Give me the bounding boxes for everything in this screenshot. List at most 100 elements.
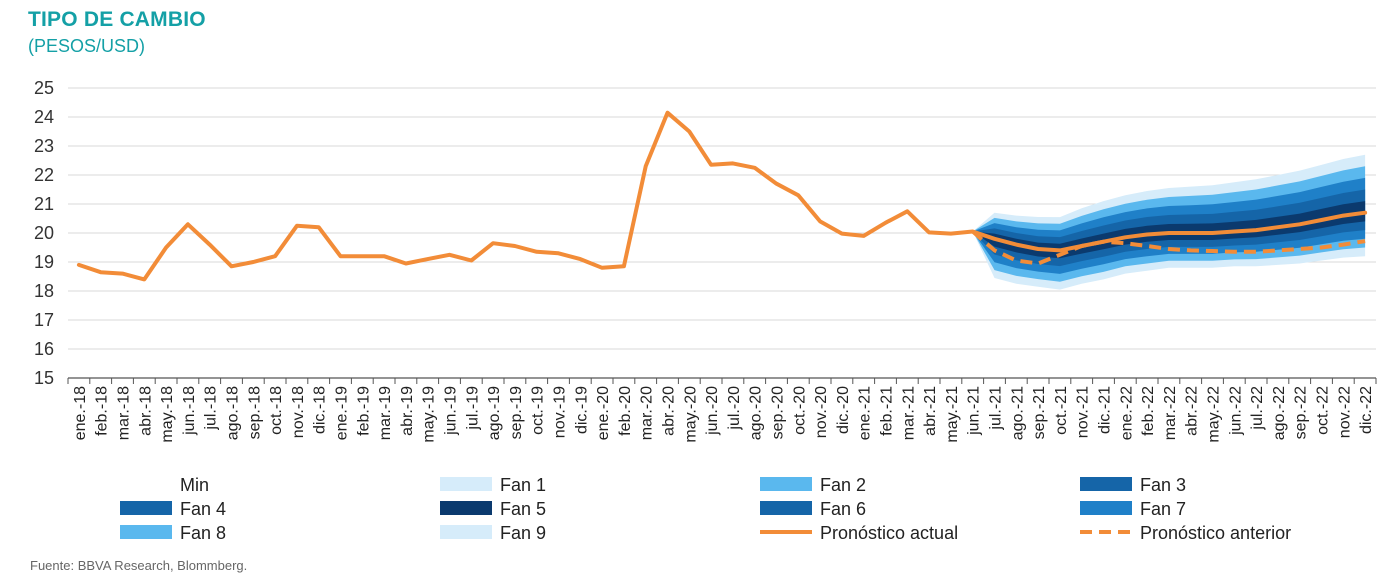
y-tick-label: 18 bbox=[34, 281, 54, 301]
x-tick-label: ago.-18 bbox=[225, 386, 242, 440]
y-tick-label: 19 bbox=[34, 252, 54, 272]
x-tick-label: nov.-20 bbox=[813, 386, 830, 438]
x-tick-label: jul.-21 bbox=[988, 386, 1005, 431]
x-tick-label: jun.-18 bbox=[181, 386, 198, 436]
legend-swatch bbox=[440, 525, 492, 539]
x-tick-label: jul.-20 bbox=[726, 386, 743, 431]
x-tick-label: dic.-22 bbox=[1358, 386, 1375, 434]
legend-label: Pronóstico anterior bbox=[1140, 523, 1291, 543]
x-tick-label: abr.-18 bbox=[137, 386, 154, 436]
axes: 15 16 17 18 19 20 21 22 23 24 25 ene.-18 feb.-18 mar.… bbox=[34, 78, 1377, 443]
x-tick-label: oct.-21 bbox=[1053, 386, 1070, 435]
x-tick-label: jun.-19 bbox=[443, 386, 460, 436]
fan-band-upper bbox=[972, 177, 1366, 251]
x-tick-label: abr.-20 bbox=[661, 386, 678, 436]
legend-swatch bbox=[1080, 501, 1132, 515]
x-tick-label: jun.-22 bbox=[1227, 386, 1244, 436]
legend-swatch bbox=[1080, 477, 1132, 491]
x-tick-label: dic.-21 bbox=[1097, 386, 1114, 434]
x-tick-label: feb.-21 bbox=[879, 386, 896, 436]
x-tick-label: may.-19 bbox=[421, 386, 438, 443]
x-tick-label: ene.-18 bbox=[72, 386, 89, 440]
x-tick-label: nov.-19 bbox=[552, 386, 569, 438]
x-tick-label: abr.-22 bbox=[1184, 386, 1201, 436]
x-tick-label: mar.-22 bbox=[1162, 386, 1179, 440]
x-tick-label: feb.-19 bbox=[355, 386, 372, 436]
x-tick-label: jun.-21 bbox=[966, 386, 983, 436]
x-tick-label: ene.-22 bbox=[1118, 386, 1135, 440]
x-tick-label: mar.-19 bbox=[377, 386, 394, 440]
x-tick-label: mar.-21 bbox=[900, 386, 917, 440]
y-tick-label: 16 bbox=[34, 339, 54, 359]
x-tick-label: sep.-20 bbox=[770, 386, 787, 439]
legend-label: Fan 4 bbox=[180, 499, 226, 519]
legend-swatch bbox=[760, 501, 812, 515]
x-tick-label: ene.-19 bbox=[334, 386, 351, 440]
x-tick-label: ago.-20 bbox=[748, 386, 765, 440]
x-tick-label: oct.-22 bbox=[1315, 386, 1332, 435]
fan-band-upper bbox=[972, 189, 1366, 251]
y-tick-label: 21 bbox=[34, 194, 54, 214]
x-tick-label: jul.-18 bbox=[203, 386, 220, 431]
x-tick-label: feb.-18 bbox=[94, 386, 111, 436]
chart-title: TIPO DE CAMBIO bbox=[28, 8, 206, 31]
x-tick-label: jun.-20 bbox=[704, 386, 721, 436]
x-tick-label: oct.-20 bbox=[791, 386, 808, 435]
y-tick-label: 15 bbox=[34, 368, 54, 388]
x-tick-label: jul.-22 bbox=[1249, 386, 1266, 431]
source-note: Fuente: BBVA Research, Blommberg. bbox=[30, 558, 248, 573]
x-tick-label: ene.-20 bbox=[595, 386, 612, 440]
legend-label: Fan 7 bbox=[1140, 499, 1186, 519]
x-tick-label: abr.-19 bbox=[399, 386, 416, 436]
legend-swatch bbox=[440, 477, 492, 491]
y-tick-label: 24 bbox=[34, 107, 54, 127]
legend-label: Fan 9 bbox=[500, 523, 546, 543]
legend-label: Fan 6 bbox=[820, 499, 866, 519]
legend-swatch bbox=[440, 501, 492, 515]
x-tick-label: sep.-18 bbox=[246, 386, 263, 439]
series-pronostico-anterior bbox=[971, 229, 1366, 266]
y-tick-label: 22 bbox=[34, 165, 54, 185]
chart-subtitle: (PESOS/USD) bbox=[28, 36, 146, 56]
x-tick-label: feb.-20 bbox=[617, 386, 634, 436]
legend-label: Fan 8 bbox=[180, 523, 226, 543]
legend-swatch bbox=[120, 501, 172, 515]
legend-label: Fan 5 bbox=[500, 499, 546, 519]
grid-lines bbox=[68, 87, 1376, 350]
y-tick-label: 20 bbox=[34, 223, 54, 243]
x-tick-label: dic.-19 bbox=[573, 386, 590, 434]
x-tick-label: ago.-21 bbox=[1009, 386, 1026, 440]
fan-band-lower bbox=[972, 212, 1366, 259]
x-tick-label: abr.-21 bbox=[922, 386, 939, 436]
x-tick-label: ene.-21 bbox=[857, 386, 874, 440]
legend-label: Min bbox=[180, 475, 209, 495]
x-tick-label: sep.-22 bbox=[1293, 386, 1310, 439]
x-tick-label: ago.-19 bbox=[486, 386, 503, 440]
legend: Min Fan 1 Fan 2 Fan 3 Fan 4 Fan 5 Fan 6 Fan 7 Fa… bbox=[120, 475, 1291, 543]
legend-label: Fan 1 bbox=[500, 475, 546, 495]
fan-band-upper bbox=[972, 201, 1366, 251]
x-tick-label: jul.-19 bbox=[464, 386, 481, 431]
series-pronostico-actual bbox=[76, 110, 1368, 282]
legend-label: Fan 2 bbox=[820, 475, 866, 495]
x-tick-label: mar.-18 bbox=[116, 386, 133, 440]
x-tick-label: nov.-22 bbox=[1336, 386, 1353, 438]
legend-swatch bbox=[120, 525, 172, 539]
x-tick-label: may.-20 bbox=[682, 386, 699, 443]
y-tick-label: 17 bbox=[34, 310, 54, 330]
legend-label: Fan 3 bbox=[1140, 475, 1186, 495]
x-tick-label: feb.-22 bbox=[1140, 386, 1157, 436]
x-tick-label: nov.-21 bbox=[1075, 386, 1092, 438]
x-tick-label: may.-22 bbox=[1206, 386, 1223, 443]
y-tick-label: 23 bbox=[34, 136, 54, 156]
x-tick-label: mar.-20 bbox=[639, 386, 656, 440]
x-tick-label: may.-21 bbox=[944, 386, 961, 443]
x-tick-label: ago.-22 bbox=[1271, 386, 1288, 440]
x-tick-label: sep.-19 bbox=[508, 386, 525, 439]
x-tick-label: sep.-21 bbox=[1031, 386, 1048, 439]
x-tick-label: may.-18 bbox=[159, 386, 176, 443]
series-lines bbox=[76, 110, 1368, 282]
x-tick-label: oct.-18 bbox=[268, 386, 285, 435]
x-tick-label: dic.-20 bbox=[835, 386, 852, 434]
